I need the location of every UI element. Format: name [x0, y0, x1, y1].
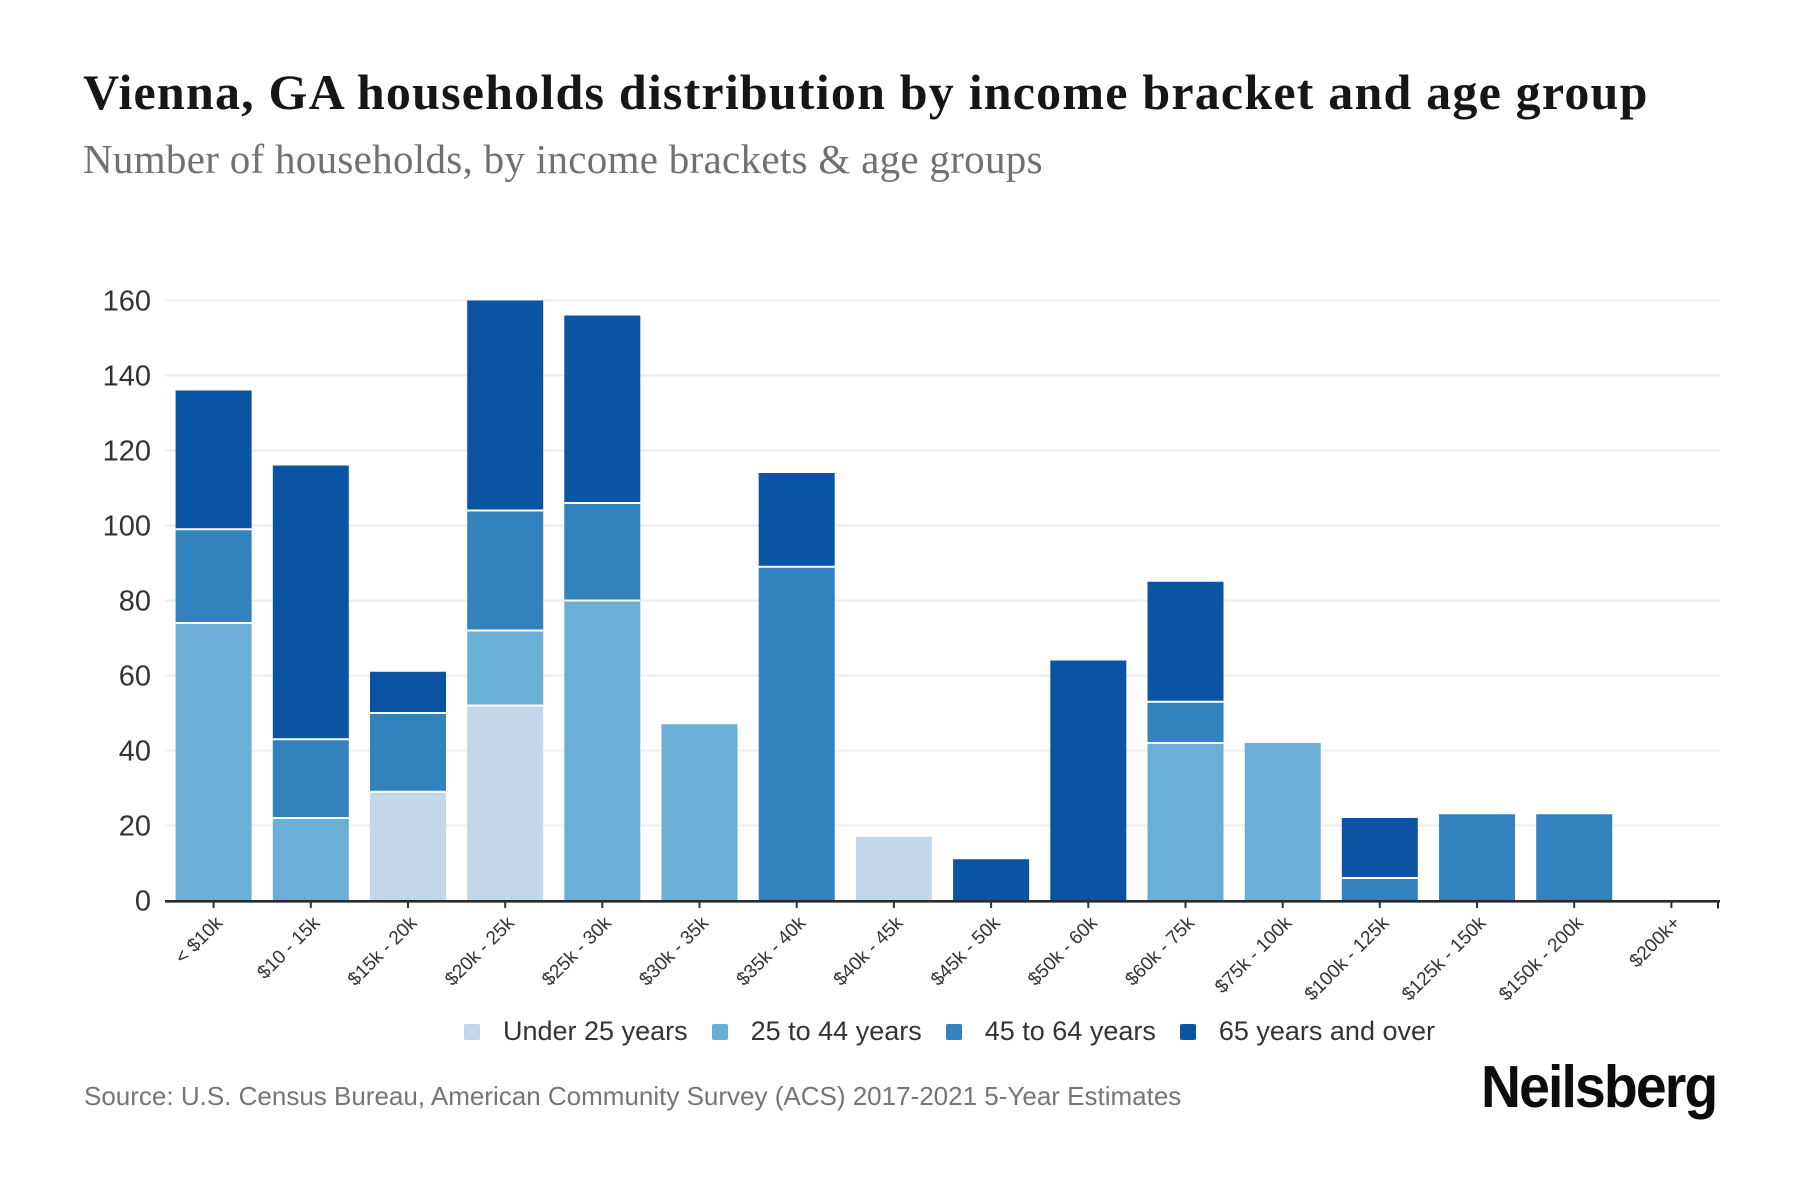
svg-text:120: 120: [103, 436, 151, 468]
svg-text:$50k - 60k: $50k - 60k: [1024, 912, 1102, 990]
svg-text:$40k - 45k: $40k - 45k: [830, 912, 908, 990]
svg-text:$30k - 35k: $30k - 35k: [635, 912, 713, 990]
svg-text:$15k - 20k: $15k - 20k: [344, 912, 422, 990]
svg-text:< $10k: < $10k: [172, 912, 228, 968]
svg-text:$10 - 15k: $10 - 15k: [253, 912, 324, 983]
svg-text:$45k - 50k: $45k - 50k: [927, 912, 1005, 990]
svg-text:20: 20: [119, 811, 151, 843]
svg-text:40: 40: [119, 736, 151, 768]
svg-text:$150k - 200k: $150k - 200k: [1495, 912, 1588, 1005]
svg-text:$100k - 125k: $100k - 125k: [1301, 912, 1394, 1005]
svg-text:$35k - 40k: $35k - 40k: [733, 912, 811, 990]
svg-text:$60k - 75k: $60k - 75k: [1121, 912, 1199, 990]
svg-text:160: 160: [103, 286, 151, 318]
svg-text:$125k - 150k: $125k - 150k: [1398, 912, 1491, 1005]
svg-text:140: 140: [103, 361, 151, 393]
svg-text:$200k+: $200k+: [1626, 913, 1685, 972]
svg-text:$20k - 25k: $20k - 25k: [441, 912, 519, 990]
svg-text:60: 60: [119, 661, 151, 693]
svg-text:0: 0: [135, 886, 151, 918]
svg-text:100: 100: [103, 511, 151, 543]
svg-text:80: 80: [119, 586, 151, 618]
svg-text:$25k - 30k: $25k - 30k: [538, 912, 616, 990]
svg-text:$75k - 100k: $75k - 100k: [1211, 912, 1296, 997]
